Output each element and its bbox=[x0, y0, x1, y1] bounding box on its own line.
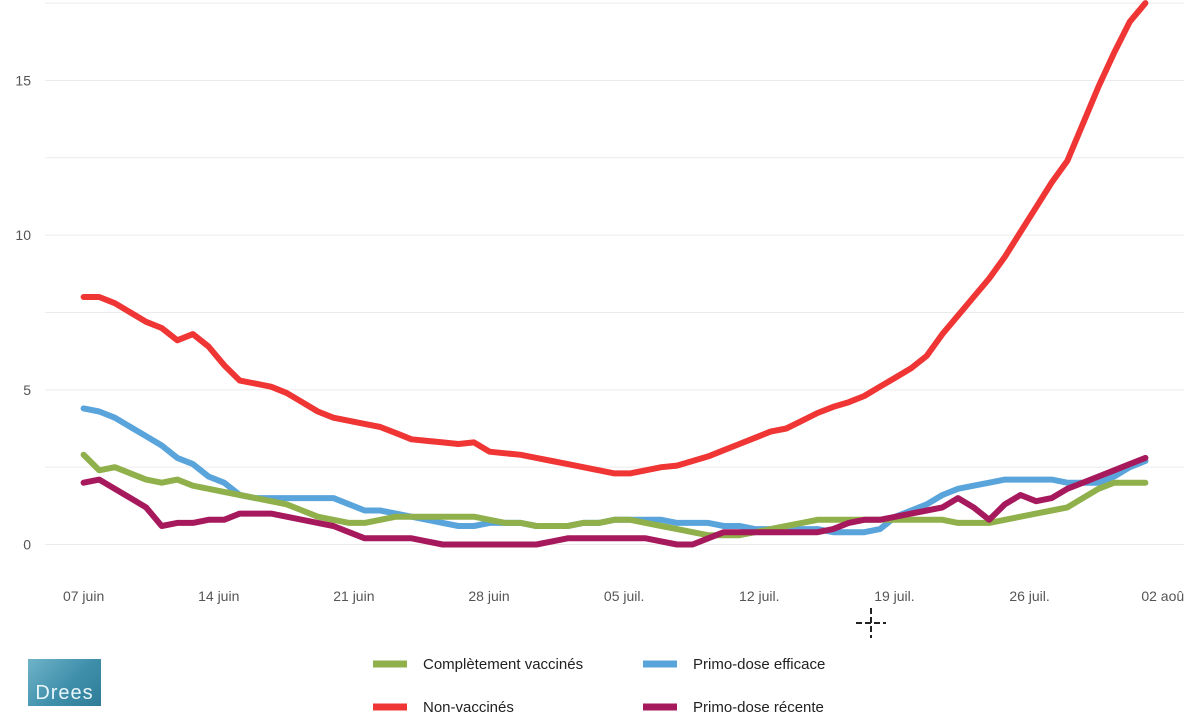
y-tick-label: 10 bbox=[15, 227, 31, 243]
x-tick-label: 19 juil. bbox=[874, 588, 914, 604]
y-axis-ticks: 0 5 10 15 bbox=[15, 72, 31, 552]
legend-label: Primo-dose récente bbox=[693, 699, 824, 714]
gridlines bbox=[45, 2, 1184, 546]
x-tick-label: 21 juin bbox=[333, 588, 374, 604]
series-line-completement-vaccines bbox=[80, 451, 1149, 539]
y-tick-label: 0 bbox=[23, 537, 31, 553]
legend-label: Non-vaccinés bbox=[423, 699, 514, 714]
x-tick-label: 26 juil. bbox=[1009, 588, 1049, 604]
series-lines bbox=[80, 0, 1149, 548]
legend: Complètement vaccinés Primo-dose efficace… bbox=[373, 656, 825, 714]
x-tick-label: 07 juin bbox=[63, 588, 104, 604]
legend-label: Primo-dose efficace bbox=[693, 656, 825, 673]
x-axis-ticks: 07 juin 14 juin 21 juin 28 juin 05 juil. 12 j… bbox=[63, 588, 1184, 604]
x-tick-label: 28 juin bbox=[468, 588, 509, 604]
y-tick-label: 15 bbox=[15, 72, 31, 88]
x-tick-label: 02 août bbox=[1141, 588, 1184, 604]
series-line-primo-dose-recente bbox=[80, 454, 1149, 548]
legend-label: Complètement vaccinés bbox=[423, 656, 583, 673]
crosshair-cursor-icon bbox=[856, 608, 886, 638]
x-tick-label: 12 juil. bbox=[739, 588, 779, 604]
x-tick-label: 14 juin bbox=[198, 588, 239, 604]
logo-text: Drees bbox=[35, 682, 94, 704]
y-tick-label: 5 bbox=[23, 382, 31, 398]
drees-logo: Drees bbox=[28, 659, 101, 706]
series-line-non-vaccines bbox=[80, 0, 1149, 477]
x-tick-label: 05 juil. bbox=[604, 588, 644, 604]
